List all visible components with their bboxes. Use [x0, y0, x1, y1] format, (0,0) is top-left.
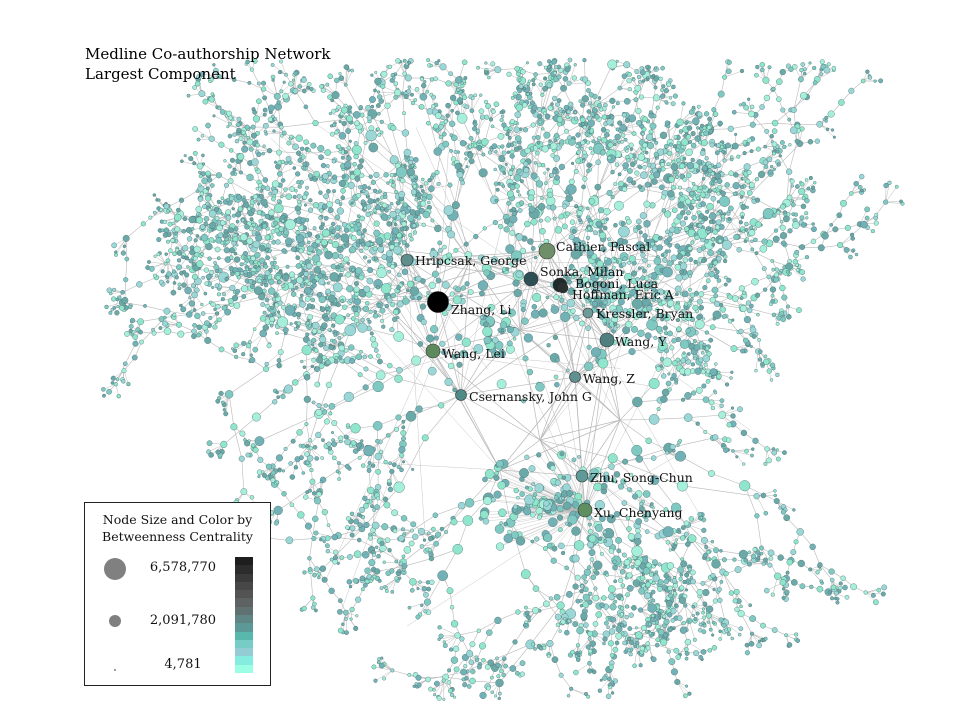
color-scale-swatch — [235, 590, 253, 599]
title-line-2: Largest Component — [85, 65, 236, 83]
color-scale-swatch — [235, 606, 253, 615]
node-csernansky — [455, 389, 467, 401]
legend-dot-medium — [109, 615, 121, 627]
color-scale-swatch — [235, 557, 253, 566]
node-wang-lei — [425, 343, 441, 359]
color-scale-swatch — [235, 639, 253, 649]
legend-title: Node Size and Color by Betweenness Centr… — [85, 511, 270, 545]
node-label-wang-z: Wang, Z — [583, 371, 635, 386]
figure-title: Medline Co-authorship Network Largest Co… — [85, 44, 331, 84]
node-xu — [577, 502, 593, 518]
legend-value-small: 4,781 — [164, 657, 202, 672]
node-label-wang-lei: Wang, Lei — [442, 346, 505, 361]
legend-entry-large: 6,578,770 — [85, 555, 216, 585]
color-scale-swatch — [235, 648, 253, 657]
legend-value-large: 6,578,770 — [149, 560, 217, 575]
node-wang-z — [569, 371, 581, 383]
legend-box: Node Size and Color by Betweenness Centr… — [84, 502, 271, 686]
node-label-hoffman: Hoffman, Eric A — [572, 287, 675, 302]
title-line-1: Medline Co-authorship Network — [85, 45, 331, 63]
color-scale-swatch — [235, 623, 253, 632]
legend-entry-medium: 2,091,780 — [85, 609, 216, 639]
legend-title-line-2: Betweenness Centrality — [102, 529, 253, 544]
node-sonka — [523, 271, 539, 287]
network-minor-nodes — [101, 57, 905, 701]
node-label-csernansky: Csernansky, John G — [469, 389, 592, 404]
node-label-zhang-li: Zhang, Li — [451, 302, 512, 317]
legend-entry-small: 4,781 — [85, 657, 215, 687]
color-scale-swatch — [235, 573, 253, 582]
color-scale-swatch — [235, 581, 253, 591]
color-scale-swatch — [235, 598, 253, 607]
node-label-sonka: Sonka, Milan — [540, 264, 623, 279]
color-scale-bar — [235, 557, 253, 673]
color-scale-swatch — [235, 631, 253, 640]
node-label-kressler: Kressler, Bryan — [596, 306, 693, 321]
color-scale-swatch — [235, 656, 253, 665]
node-label-xu: Xu, Chenyang — [594, 505, 683, 520]
color-scale-swatch — [235, 614, 253, 624]
legend-dot-small — [114, 669, 116, 671]
node-hoffman — [557, 282, 569, 294]
node-label-bogoni: Bogoni, Luca — [575, 276, 659, 291]
node-hripcsak — [400, 253, 414, 267]
node-kressler — [582, 307, 594, 319]
node-wang-y — [599, 332, 615, 348]
node-label-cathier: Cathier, Pascal — [556, 239, 650, 254]
node-zhu — [575, 469, 589, 483]
color-scale-swatch — [235, 565, 253, 574]
legend-title-line-1: Node Size and Color by — [102, 512, 253, 527]
legend-value-medium: 2,091,780 — [149, 613, 217, 628]
node-zhang-li — [427, 291, 449, 313]
node-cathier — [538, 242, 556, 260]
color-scale-swatch — [235, 664, 253, 673]
node-label-wang-y: Wang, Y — [615, 334, 667, 349]
node-label-zhu: Zhu, Song-Chun — [590, 470, 693, 485]
network-major-nodes: Hripcsak, George Cathier, Pascal Sonka, … — [400, 239, 693, 520]
node-label-hripcsak: Hripcsak, George — [415, 253, 527, 268]
legend-dot-large — [104, 558, 126, 580]
